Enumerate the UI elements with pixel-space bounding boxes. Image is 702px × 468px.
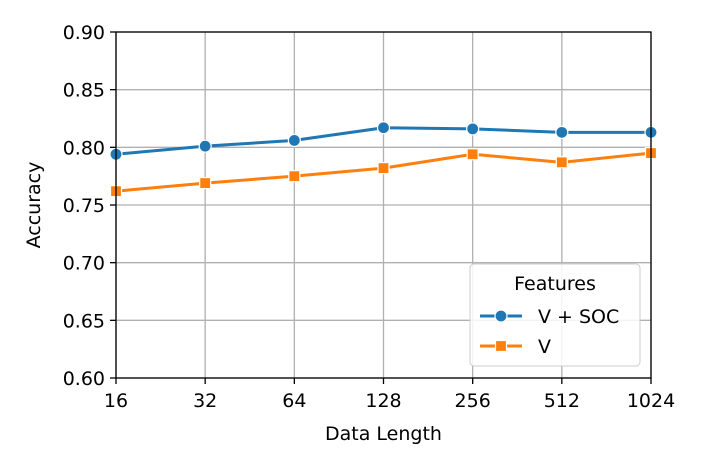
y-tick-label: 0.90 [63,22,105,44]
legend-item: V + SOC [480,306,619,328]
y-tick-label: 0.80 [63,137,105,159]
data-point [288,170,301,183]
data-point [376,121,391,135]
x-tick-label: 512 [544,390,580,412]
x-tick-label: 1024 [627,390,675,412]
y-tick-label: 0.60 [63,368,105,390]
legend-items: V + SOC V [480,306,619,358]
y-axis-label: Accuracy [23,162,45,249]
data-point [377,161,390,175]
y-tick-label: 0.65 [63,310,105,332]
data-point [466,122,480,136]
data-point [198,139,212,153]
y-tick-label: 0.85 [63,80,105,102]
data-point [287,133,301,148]
legend-box [469,263,641,367]
y-tick-label: 0.75 [63,195,105,217]
legend-label: V + SOC [538,306,619,328]
legend: Features V + SOC V [469,263,641,367]
legend-item: V [480,336,551,358]
y-tick-label: 0.70 [63,253,105,275]
x-tick-label: 32 [193,390,217,412]
legend-marker [494,309,508,323]
data-point [555,156,568,169]
data-point [466,148,479,161]
legend-marker [494,339,508,353]
x-tick-label: 16 [104,390,128,412]
x-axis-label: Data Length [325,423,442,445]
data-point [555,125,569,139]
axis-ticks: 16 32 64 128 256 512 1024 0.60 0.65 0.70 0.75 0.80 0… [63,22,675,412]
legend-label: V [538,336,551,358]
x-tick-label: 128 [365,390,401,412]
x-tick-label: 64 [282,390,306,412]
x-tick-label: 256 [455,390,491,412]
data-point [199,176,212,190]
legend-title: Features [514,273,596,295]
series-v-soc [109,121,658,161]
series-layer [109,121,658,198]
